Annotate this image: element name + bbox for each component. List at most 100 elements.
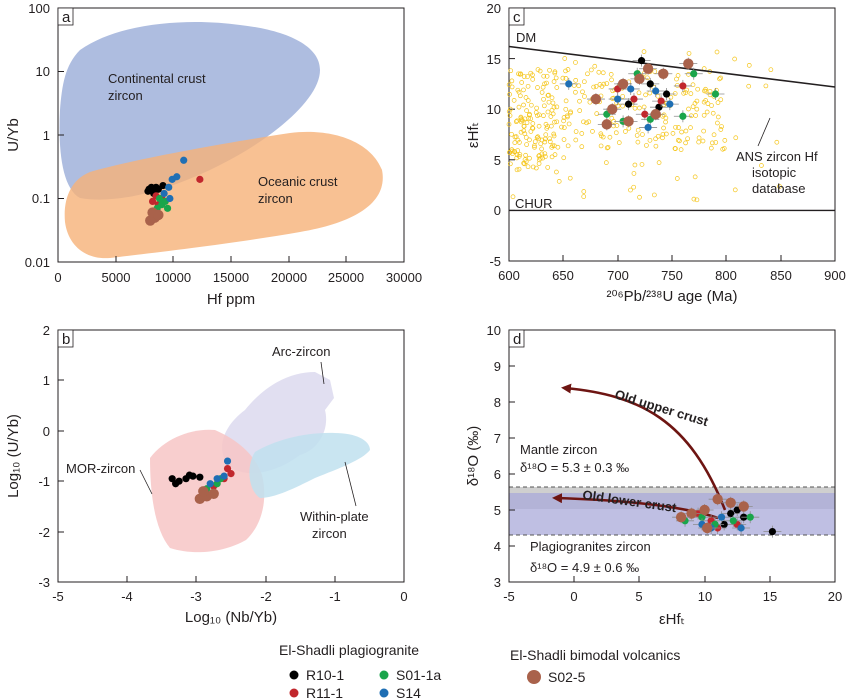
database-point bbox=[561, 137, 567, 142]
x-tick-labels-c: 600 650 700 750 800 850 900 bbox=[498, 268, 846, 283]
x-axis-label-d: εHfₜ bbox=[659, 611, 685, 628]
x-axis-label-c: ²⁰⁶Pb/²³⁸U age (Ma) bbox=[606, 288, 737, 305]
database-point bbox=[541, 113, 546, 119]
database-point bbox=[600, 70, 606, 76]
database-point bbox=[542, 136, 548, 142]
database-point bbox=[581, 194, 587, 199]
database-point bbox=[640, 132, 645, 137]
x-tick-labels-b: -5 -4 -3 -2 -1 0 bbox=[52, 589, 407, 604]
database-point bbox=[538, 141, 544, 147]
database-label-3: database bbox=[752, 181, 806, 196]
database-point bbox=[554, 85, 560, 90]
y-tick-d: 3 bbox=[494, 575, 501, 590]
data-point-s02-5 bbox=[683, 58, 694, 69]
database-point bbox=[561, 155, 567, 161]
database-point bbox=[684, 87, 690, 93]
database-point bbox=[564, 113, 570, 119]
data-point-s14 bbox=[206, 480, 214, 488]
database-point bbox=[573, 60, 578, 65]
database-point bbox=[694, 197, 700, 203]
database-point bbox=[561, 118, 566, 124]
data-point-r11-1 bbox=[196, 175, 204, 183]
database-point bbox=[513, 119, 519, 125]
data-point-r11-1 bbox=[227, 470, 235, 478]
ticks-c bbox=[508, 7, 836, 262]
database-point bbox=[550, 100, 556, 106]
database-point bbox=[746, 83, 752, 89]
database-point bbox=[532, 143, 537, 149]
within-plate-label-1: Within-plate bbox=[300, 509, 369, 524]
database-point bbox=[592, 63, 598, 69]
legend-marker-s14 bbox=[379, 688, 389, 698]
database-point bbox=[672, 91, 678, 96]
database-point bbox=[715, 100, 721, 105]
database-point bbox=[647, 90, 653, 96]
database-point bbox=[688, 113, 694, 119]
x-tick-a: 0 bbox=[54, 270, 61, 285]
x-tick-d: 10 bbox=[698, 589, 712, 604]
data-point-s02-5 bbox=[634, 73, 645, 85]
database-point bbox=[560, 75, 566, 81]
data-point-r10-1 bbox=[196, 473, 204, 481]
database-point bbox=[683, 128, 689, 134]
database-point bbox=[718, 75, 723, 81]
database-point bbox=[715, 114, 721, 120]
y-axis-label-a: U/Yb bbox=[5, 118, 22, 151]
database-point bbox=[759, 163, 764, 168]
database-point bbox=[763, 83, 769, 89]
x-tick-c: 800 bbox=[715, 268, 737, 283]
database-point bbox=[530, 164, 536, 170]
database-point bbox=[694, 106, 700, 112]
panel-a: a 0 5000 10000 15000 20000 25000 30000 0… bbox=[5, 1, 422, 308]
database-point bbox=[539, 90, 545, 95]
database-point bbox=[525, 164, 531, 170]
panel-a-label: a bbox=[62, 9, 71, 26]
data-point-s14 bbox=[160, 189, 168, 198]
y-tick-c: 10 bbox=[487, 102, 501, 117]
y-tick-a: 0.01 bbox=[25, 255, 50, 270]
database-point bbox=[549, 154, 555, 160]
data-point-r10-1 bbox=[662, 90, 671, 98]
database-point bbox=[521, 160, 527, 166]
database-point bbox=[525, 74, 530, 79]
database-point bbox=[651, 192, 657, 198]
database-point bbox=[512, 140, 518, 145]
database-point bbox=[556, 179, 562, 184]
database-point bbox=[532, 139, 538, 145]
database-point bbox=[581, 79, 587, 85]
database-point bbox=[655, 133, 661, 139]
database-point bbox=[561, 125, 567, 130]
x-tick-b: -5 bbox=[52, 589, 64, 604]
y-axis-label-b: Log₁₀ (U/Yb) bbox=[5, 414, 22, 498]
database-point bbox=[545, 109, 551, 115]
database-point bbox=[656, 160, 662, 165]
data-point-r10-1 bbox=[727, 509, 735, 518]
legend-label-s14: S14 bbox=[396, 685, 421, 700]
data-point-s14 bbox=[223, 457, 232, 465]
x-tick-b: -4 bbox=[121, 589, 133, 604]
database-label-2: isotopic bbox=[752, 165, 797, 180]
y-axis-label-c: εHfₜ bbox=[465, 122, 482, 148]
database-point bbox=[525, 83, 531, 89]
data-point-s02-5 bbox=[601, 119, 612, 130]
database-point bbox=[636, 90, 642, 96]
data-point-s14 bbox=[666, 100, 674, 108]
database-point bbox=[655, 93, 661, 99]
legend-marker-r10-1 bbox=[289, 670, 299, 680]
data-point-s14 bbox=[737, 524, 745, 532]
database-point bbox=[710, 110, 716, 116]
database-point bbox=[696, 135, 702, 141]
database-point bbox=[690, 82, 696, 88]
x-tick-c: 650 bbox=[552, 268, 574, 283]
database-point bbox=[516, 71, 521, 77]
data-point-r11-1 bbox=[630, 95, 638, 103]
database-point bbox=[530, 72, 535, 78]
database-point bbox=[609, 115, 615, 121]
frame-c bbox=[508, 7, 836, 262]
y-tick-c: -5 bbox=[489, 254, 501, 269]
database-point bbox=[524, 108, 529, 113]
points-d bbox=[672, 493, 782, 538]
database-point bbox=[509, 84, 515, 90]
panel-b: b -5 -4 -3 -2 -1 0 -3 -2 -1 0 1 2 Log₁₀ … bbox=[5, 323, 408, 626]
x-tick-a: 20000 bbox=[271, 270, 307, 285]
